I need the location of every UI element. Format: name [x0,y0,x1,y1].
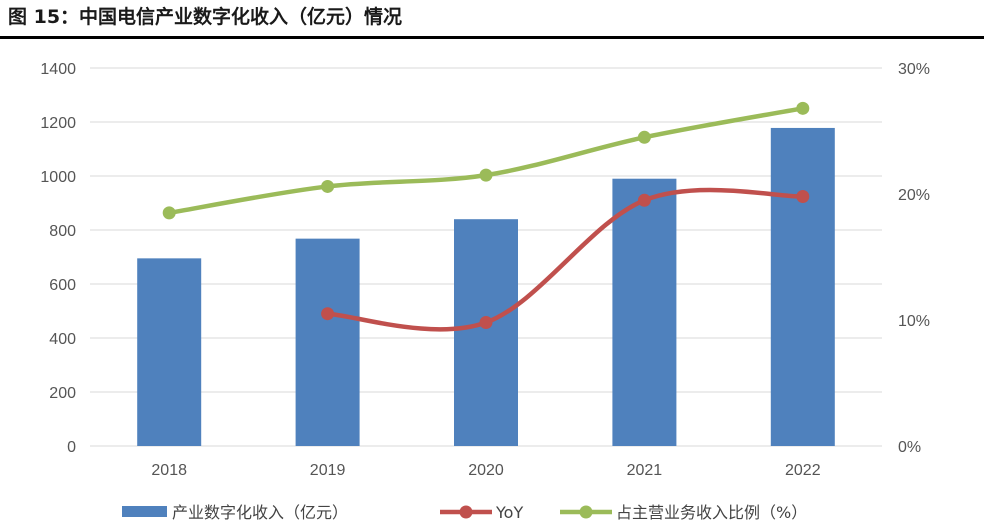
series-line [166,106,806,216]
y-left-tick-label: 800 [49,223,76,240]
title-rule [0,36,984,39]
y-right-tick-label: 10% [898,313,930,330]
y-left-tick-label: 0 [67,439,76,456]
chart-title: 图 15：中国电信产业数字化收入（亿元）情况 [8,6,403,28]
x-tick-label: 2021 [627,462,663,479]
y-left-tick-label: 1200 [40,115,76,132]
series-point [162,206,176,220]
series-point [796,190,810,204]
y-left-tick-label: 400 [49,331,76,348]
legend-label: 占主营业务收入比例（%） [616,503,807,522]
bar [454,219,518,446]
bar [612,178,677,446]
legend-swatch-point [459,505,473,519]
series-point [637,193,651,207]
bar [137,258,202,446]
legend-swatch-point [579,505,593,519]
y-right-tick-label: 20% [898,187,930,204]
series-point [321,307,335,321]
series-point [796,101,810,115]
bars [137,127,835,446]
series-point [321,179,335,193]
legend-swatch-bar [122,506,167,517]
bar [770,127,835,446]
series-point [479,316,493,330]
x-tick-label: 2018 [151,462,187,479]
series-point [479,168,493,182]
legend: 产业数字化收入（亿元） YoY 占主营业务收入比例（%） [122,503,807,522]
y-left-tick-label: 200 [49,385,76,402]
y-right-tick-label: 30% [898,61,930,78]
x-tick-label: 2020 [468,462,504,479]
legend-label: 产业数字化收入（亿元） [172,503,348,522]
x-tick-label: 2022 [785,462,821,479]
y-left-tick-label: 600 [49,277,76,294]
series-line [325,187,806,332]
x-tick-label: 2019 [310,462,346,479]
lines [162,101,810,332]
bar [295,238,360,446]
y-left-tick-label: 1400 [40,61,76,78]
series-point [637,130,651,144]
y-left-tick-label: 1000 [40,169,76,186]
y-right-tick-label: 0% [898,439,921,456]
ticks: 0 200 400 600 800 1000 1200 1400 0% 10% 20% 30% 2018… [40,61,930,479]
legend-label: YoY [495,503,523,522]
